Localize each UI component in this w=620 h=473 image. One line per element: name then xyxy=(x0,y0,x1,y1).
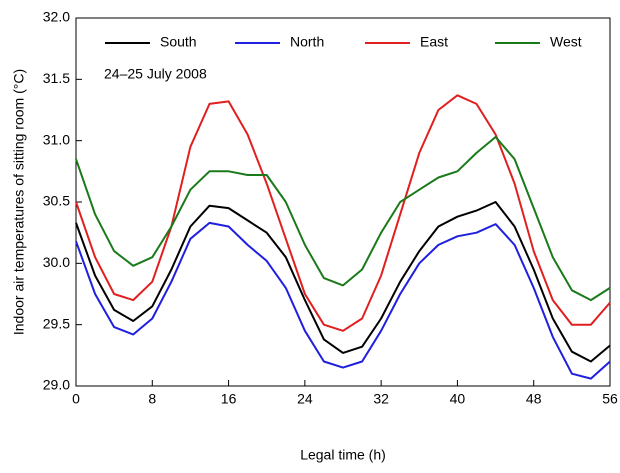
x-tick-label: 32 xyxy=(373,391,389,407)
legend-label: West xyxy=(550,34,582,50)
x-tick-label: 0 xyxy=(72,391,80,407)
x-tick-label: 24 xyxy=(297,391,313,407)
series-line xyxy=(75,201,611,363)
x-tick-label: 16 xyxy=(221,391,237,407)
legend-label: South xyxy=(160,34,197,50)
y-tick-label: 29.5 xyxy=(43,315,70,331)
y-tick-label: 32.0 xyxy=(43,9,70,25)
y-tick-label: 30.0 xyxy=(43,254,70,270)
y-tick-label: 31.0 xyxy=(43,131,70,147)
x-tick-label: 8 xyxy=(148,391,156,407)
x-tick-label: 40 xyxy=(450,391,466,407)
legend-label: East xyxy=(420,34,448,50)
y-tick-label: 31.5 xyxy=(43,70,70,86)
y-tick-label: 30.5 xyxy=(43,193,70,209)
series-line xyxy=(75,136,611,302)
x-axis-label: Legal time (h) xyxy=(300,447,386,463)
x-tick-label: 48 xyxy=(526,391,542,407)
series-line xyxy=(75,221,611,380)
legend-label: North xyxy=(290,34,324,50)
y-axis-label: Indoor air temperatures of sitting room … xyxy=(11,69,27,335)
annotation: 24–25 July 2008 xyxy=(104,66,207,82)
series-line xyxy=(75,94,611,332)
x-tick-label: 56 xyxy=(602,391,618,407)
y-tick-label: 29.0 xyxy=(43,377,70,393)
